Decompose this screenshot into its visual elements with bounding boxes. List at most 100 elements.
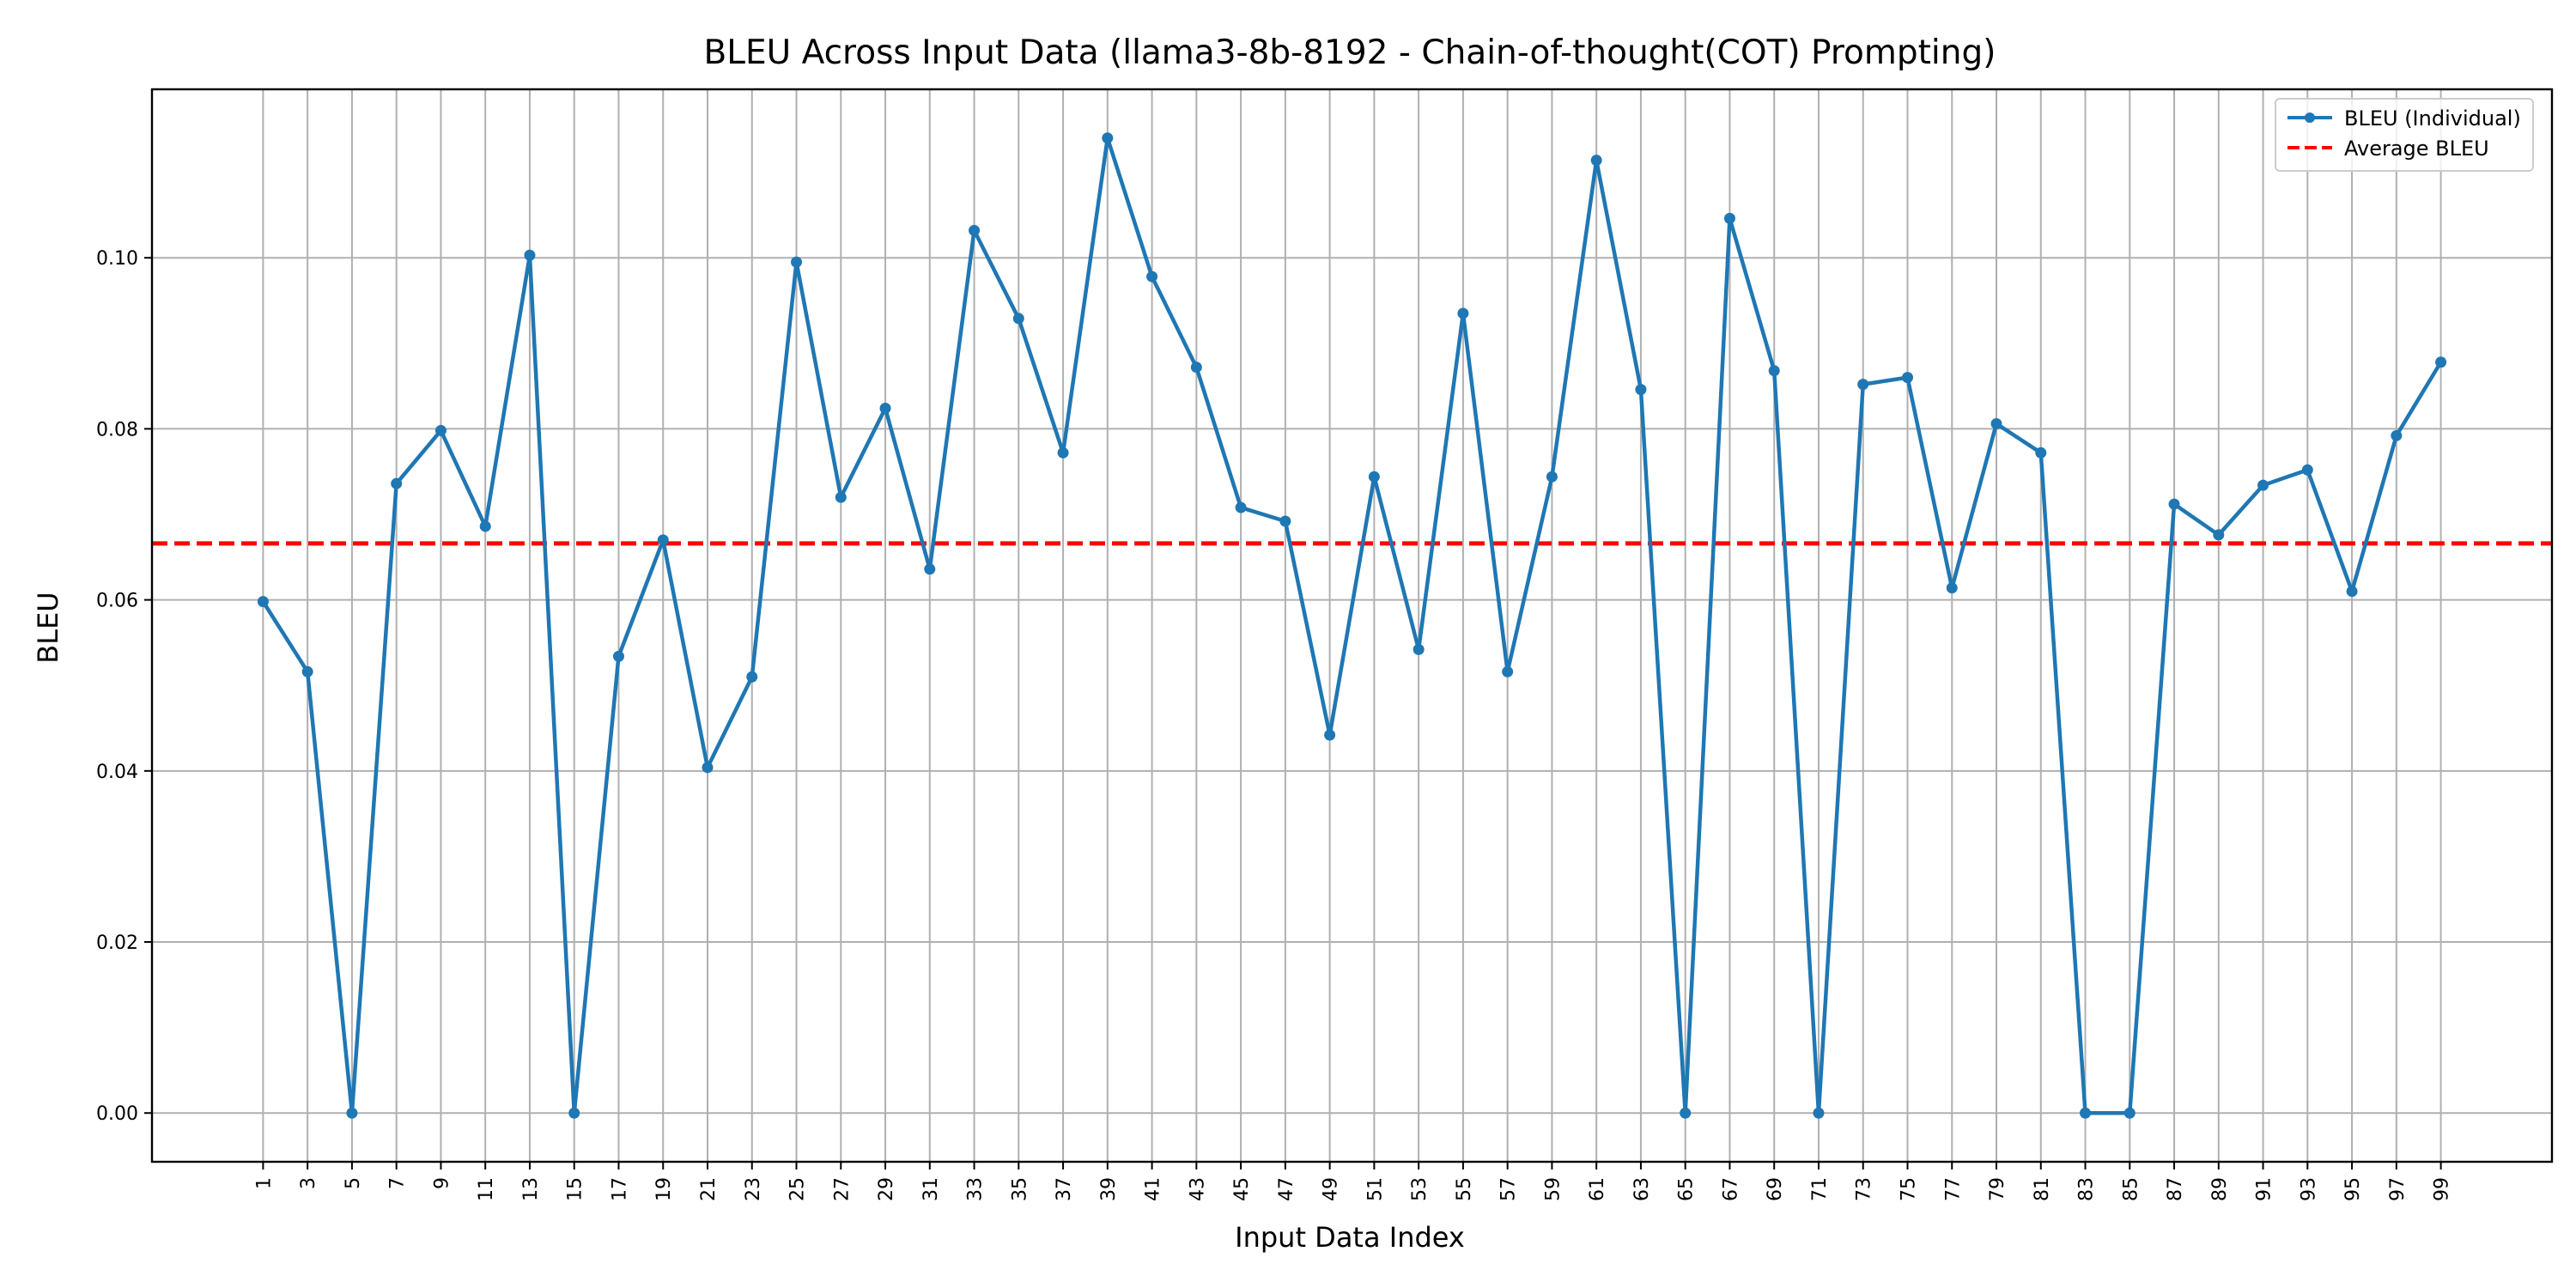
x-tick-label: 7 <box>387 1177 409 1189</box>
x-tick-label: 89 <box>2209 1177 2231 1201</box>
bleu-data-point <box>1680 1107 1692 1119</box>
x-tick-label: 47 <box>1276 1177 1297 1201</box>
bleu-data-point <box>1279 515 1291 527</box>
grid-lines <box>152 89 2552 1162</box>
x-tick-label: 53 <box>1409 1177 1431 1201</box>
bleu-data-point <box>1813 1107 1825 1119</box>
bleu-data-point <box>924 563 936 575</box>
legend-label-average: Average BLEU <box>2344 137 2489 161</box>
bleu-data-point <box>1857 379 1869 391</box>
x-tick-label: 91 <box>2254 1177 2275 1201</box>
legend: BLEU (Individual) Average BLEU <box>2275 98 2534 172</box>
x-tick-label: 71 <box>1809 1177 1831 1201</box>
x-tick-label: 13 <box>520 1177 542 1201</box>
x-tick-label: 21 <box>698 1177 720 1201</box>
legend-marker-individual <box>2305 112 2315 123</box>
x-tick-label: 81 <box>2032 1177 2053 1201</box>
x-tick-label: 9 <box>431 1177 453 1189</box>
x-axis-ticks: 1 3 5 7 9 11 13 15 17 19 21 23 25 27 29 31 33 35 37 39 41 43 4… <box>253 1162 2453 1201</box>
x-tick-label: 45 <box>1231 1177 1253 1201</box>
x-tick-label: 55 <box>1454 1177 1475 1201</box>
x-tick-label: 61 <box>1587 1177 1608 1201</box>
bleu-data-point <box>1635 384 1647 396</box>
x-tick-label: 63 <box>1631 1177 1653 1201</box>
bleu-data-point <box>1990 417 2002 429</box>
bleu-data-point <box>791 256 803 268</box>
bleu-data-point <box>1146 270 1158 283</box>
x-tick-label: 17 <box>609 1177 630 1201</box>
x-tick-label: 35 <box>1009 1177 1030 1201</box>
legend-box <box>2275 98 2534 172</box>
x-axis-label: Input Data Index <box>1235 1221 1465 1254</box>
bleu-data-point <box>746 671 758 683</box>
x-tick-label: 25 <box>787 1177 809 1201</box>
bleu-data-point <box>2391 429 2403 441</box>
y-tick-label: 0.04 <box>96 762 138 783</box>
x-tick-label: 73 <box>1854 1177 1875 1201</box>
x-tick-label: 41 <box>1143 1177 1164 1201</box>
x-tick-label: 49 <box>1321 1177 1342 1201</box>
x-tick-label: 65 <box>1676 1177 1698 1201</box>
bleu-data-point <box>1190 361 1202 374</box>
bleu-data-point <box>1457 307 1469 319</box>
bleu-data-point <box>2435 356 2447 368</box>
x-tick-label: 57 <box>1498 1177 1520 1201</box>
legend-label-individual: BLEU (Individual) <box>2344 106 2521 131</box>
bleu-data-point <box>568 1107 580 1119</box>
y-tick-label: 0.06 <box>96 591 138 612</box>
bleu-data-point <box>2123 1107 2136 1119</box>
chart-title: BLEU Across Input Data (llama3-8b-8192 -… <box>704 33 1996 72</box>
bleu-data-point <box>969 224 981 236</box>
bleu-data-point <box>1502 665 1514 677</box>
x-tick-label: 59 <box>1542 1177 1564 1201</box>
x-tick-label: 23 <box>743 1177 764 1201</box>
x-tick-label: 5 <box>343 1177 364 1189</box>
plot-frame <box>150 88 2554 1163</box>
bleu-data-point <box>2346 586 2358 598</box>
bleu-data-point <box>2168 498 2180 510</box>
y-tick-label: 0.08 <box>96 419 138 440</box>
bleu-data-point <box>1546 471 1558 483</box>
bleu-data-point <box>1901 372 1913 384</box>
x-tick-label: 83 <box>2076 1177 2098 1201</box>
series-layer <box>257 132 2447 1119</box>
x-tick-label: 43 <box>1187 1177 1208 1201</box>
x-tick-label: 99 <box>2432 1177 2453 1201</box>
bleu-data-point <box>1235 501 1247 513</box>
bleu-data-point <box>702 762 714 774</box>
bleu-data-point <box>879 403 891 415</box>
bleu-data-point <box>346 1107 358 1119</box>
bleu-data-point <box>612 650 624 662</box>
x-tick-label: 77 <box>1942 1177 1964 1201</box>
x-tick-label: 85 <box>2120 1177 2142 1201</box>
bleu-individual-line <box>261 136 2443 1115</box>
bleu-data-point <box>657 534 669 546</box>
x-tick-label: 27 <box>831 1177 853 1201</box>
y-tick-label: 0.10 <box>96 248 138 270</box>
bleu-data-point <box>1012 313 1024 325</box>
x-tick-label: 31 <box>920 1177 942 1201</box>
bleu-data-point <box>1723 212 1735 224</box>
bleu-data-point <box>391 477 403 489</box>
bleu-data-point <box>257 596 269 608</box>
y-axis-label: BLEU <box>32 592 64 663</box>
x-tick-label: 33 <box>965 1177 987 1201</box>
bleu-data-point <box>1102 132 1114 144</box>
bleu-data-point <box>1768 365 1780 377</box>
bleu-data-point <box>2080 1107 2092 1119</box>
x-tick-label: 29 <box>876 1177 897 1201</box>
y-axis-ticks: 0.00 0.02 0.04 0.06 0.08 0.10 <box>96 248 152 1125</box>
x-tick-label: 39 <box>1098 1177 1120 1201</box>
bleu-data-point <box>2301 464 2313 476</box>
x-tick-label: 37 <box>1054 1177 1075 1201</box>
x-tick-label: 19 <box>653 1177 675 1201</box>
x-tick-label: 11 <box>476 1177 497 1201</box>
x-tick-label: 79 <box>1987 1177 2008 1201</box>
bleu-data-point <box>1324 729 1336 741</box>
bleu-data-point <box>2035 447 2047 459</box>
x-tick-label: 97 <box>2387 1177 2409 1201</box>
bleu-data-point <box>479 520 491 532</box>
x-tick-label: 1 <box>253 1177 275 1189</box>
x-tick-label: 95 <box>2342 1177 2364 1201</box>
